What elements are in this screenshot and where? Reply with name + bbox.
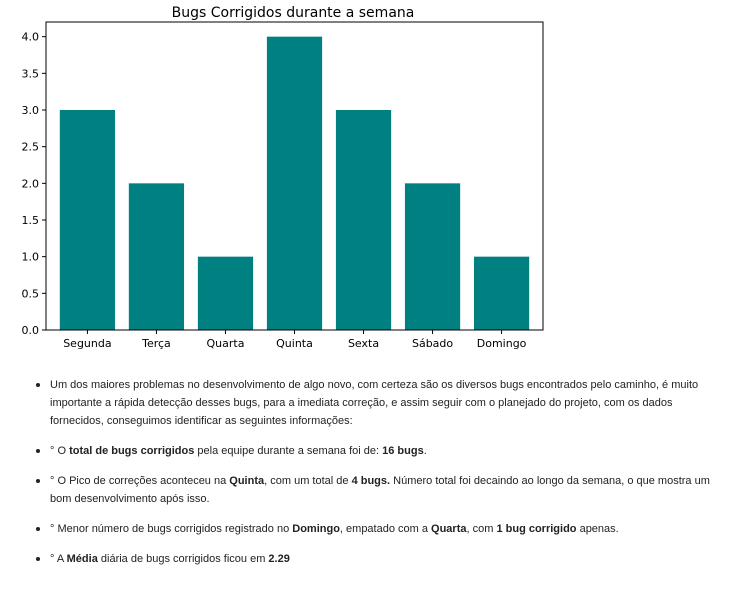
list-item-min: ° Menor número de bugs corrigidos regist… — [34, 520, 724, 538]
bar-chart: Bugs Corrigidos durante a semana 0.0 0.5 1… — [22, 5, 544, 350]
list-item-intro: Um dos maiores problemas no desenvolvime… — [34, 376, 724, 430]
y-tick-label: 3.0 — [22, 104, 40, 117]
min-bold-day2: Quarta — [431, 523, 467, 535]
min-mid2: , com — [466, 523, 497, 535]
total-mid: pela equipe durante a semana foi de: — [194, 445, 383, 457]
list-item-peak: ° O Pico de correções aconteceu na Quint… — [34, 472, 724, 508]
y-axis: 0.0 0.5 1.0 1.5 2.0 2.5 3.0 3.5 4.0 — [22, 31, 46, 337]
x-tick-label: Segunda — [63, 337, 111, 350]
x-tick-label: Domingo — [477, 337, 527, 350]
y-tick-label: 0.0 — [22, 324, 40, 337]
y-tick-label: 2.5 — [22, 141, 40, 154]
avg-bold-value: 2.29 — [268, 553, 290, 565]
y-tick-label: 3.5 — [22, 67, 40, 80]
x-axis: Segunda Terça Quarta Quinta Sexta Sábado Domin… — [63, 330, 527, 350]
chart-title: Bugs Corrigidos durante a semana — [172, 5, 415, 21]
x-tick-label: Terça — [141, 337, 171, 350]
bar-segunda — [59, 110, 116, 330]
total-prefix: ° O — [50, 445, 70, 457]
y-tick-label: 2.0 — [22, 177, 40, 190]
total-bold-value: 16 bugs — [382, 445, 424, 457]
avg-bold-label: Média — [66, 553, 98, 565]
chart-svg: Bugs Corrigidos durante a semana 0.0 0.5 1… — [22, 5, 544, 350]
bar-sábado — [404, 183, 461, 330]
intro-text: Um dos maiores problemas no desenvolvime… — [50, 379, 699, 427]
min-suffix: apenas. — [576, 523, 619, 535]
y-tick-label: 1.5 — [22, 214, 40, 227]
min-bold-day1: Domingo — [292, 523, 340, 535]
y-tick-label: 4.0 — [22, 31, 40, 44]
x-tick-label: Quinta — [276, 337, 313, 350]
peak-suffix: Número total foi decaindo ao longo da se… — [50, 475, 710, 505]
total-bold-label: total de bugs corrigidos — [69, 445, 195, 457]
peak-bold-day: Quinta — [229, 475, 265, 487]
bar-quinta — [266, 36, 323, 331]
peak-bold-value: 4 bugs. — [351, 475, 391, 487]
y-tick-label: 1.0 — [22, 251, 40, 264]
peak-mid: , com um total de — [264, 475, 352, 487]
bar-quarta — [197, 256, 254, 330]
x-tick-label: Sexta — [348, 337, 379, 350]
bar-sexta — [335, 110, 392, 330]
y-tick-label: 0.5 — [22, 287, 40, 300]
x-tick-label: Sábado — [412, 337, 453, 350]
total-suffix: . — [423, 445, 427, 457]
avg-mid: diária de bugs corrigidos ficou em — [97, 553, 269, 565]
x-tick-label: Quarta — [206, 337, 244, 350]
notes-list: Um dos maiores problemas no desenvolvime… — [34, 376, 724, 580]
min-prefix: ° Menor número de bugs corrigidos regist… — [50, 523, 293, 535]
list-item-total: ° O total de bugs corrigidos pela equipe… — [34, 442, 724, 460]
list-item-avg: ° A Média diária de bugs corrigidos fico… — [34, 550, 724, 568]
peak-prefix: ° O Pico de correções aconteceu na — [50, 475, 230, 487]
bars-group — [59, 36, 530, 331]
bar-terça — [128, 183, 185, 330]
bar-domingo — [473, 256, 530, 330]
min-mid1: , empatado com a — [339, 523, 432, 535]
min-bold-value: 1 bug corrigido — [496, 523, 577, 535]
avg-prefix: ° A — [50, 553, 67, 565]
